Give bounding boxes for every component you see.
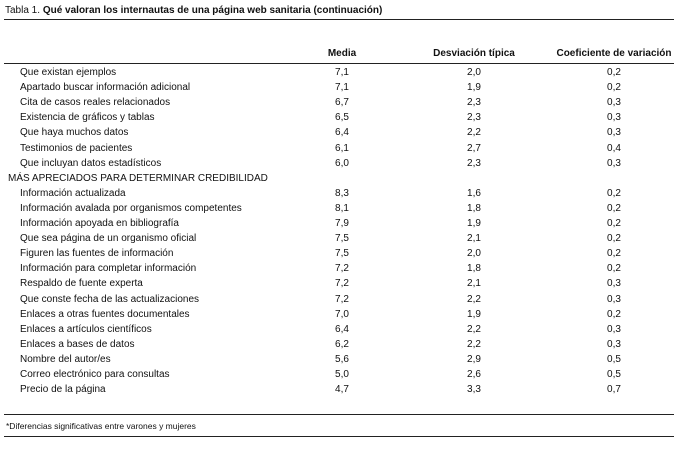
cell-value: 0,5 xyxy=(607,353,621,365)
row-label: Enlaces a otras fuentes documentales xyxy=(20,308,190,320)
cell-value: 0,3 xyxy=(607,323,621,335)
cell-value: 0,7 xyxy=(607,384,621,396)
cell-value: 8,3 xyxy=(335,187,349,199)
row-label: Información para completar información xyxy=(20,263,197,275)
cell-value: 0,3 xyxy=(607,338,621,350)
row-label: Existencia de gráficos y tablas xyxy=(20,112,155,124)
cell-value: 1,9 xyxy=(467,218,481,229)
bottom-rule xyxy=(4,414,674,415)
cell-value: 7,0 xyxy=(335,308,349,320)
cell-value: 0,2 xyxy=(607,233,621,245)
cell-value: 7,2 xyxy=(335,293,349,305)
cell-value: 1,9 xyxy=(467,82,481,94)
cell-value: 2,6 xyxy=(467,369,481,380)
cell-value: 1,8 xyxy=(467,263,481,275)
footnote: *Diferencias significativas entre varone… xyxy=(6,421,196,431)
section-heading: MÁS APRECIADOS PARA DETERMINAR CREDIBILI… xyxy=(8,172,268,184)
cell-value: 7,9 xyxy=(335,218,349,229)
cell-value: 2,1 xyxy=(467,278,481,290)
cell-value: 2,3 xyxy=(467,97,481,109)
cell-value: 2,2 xyxy=(467,127,481,139)
row-label: Que conste fecha de las actualizaciones xyxy=(20,293,199,305)
column-header: Coeficiente de variación xyxy=(556,48,672,59)
cell-value: 6,5 xyxy=(335,112,349,124)
row-label: Información avalada por organismos compe… xyxy=(20,202,242,214)
cell-value: 2,1 xyxy=(467,233,481,245)
cell-value: 0,3 xyxy=(607,112,621,124)
row-label: Respaldo de fuente experta xyxy=(20,278,143,290)
row-label: Que incluyan datos estadísticos xyxy=(20,157,162,169)
cell-value: 7,2 xyxy=(335,278,349,290)
cell-value: 2,7 xyxy=(467,142,481,154)
cell-value: 8,1 xyxy=(335,202,349,214)
cell-value: 0,2 xyxy=(607,187,621,199)
cell-value: 0,2 xyxy=(607,202,621,214)
cell-value: 7,5 xyxy=(335,233,349,245)
column-header: Media xyxy=(327,48,357,59)
cell-value: 3,3 xyxy=(467,384,481,396)
cell-value: 4,7 xyxy=(335,384,349,396)
row-label: Que sea página de un organismo oficial xyxy=(20,233,197,245)
footnote-rule xyxy=(4,436,674,437)
row-label: Información actualizada xyxy=(20,187,126,199)
cell-value: 0,4 xyxy=(607,142,621,154)
cell-value: 0,3 xyxy=(607,127,621,139)
cell-value: 7,1 xyxy=(335,82,349,94)
row-label: Que existan ejemplos xyxy=(20,67,117,78)
table-caption: Qué valoran los internautas de una págin… xyxy=(42,5,383,16)
row-label: Nombre del autor/es xyxy=(20,353,111,365)
cell-value: 0,5 xyxy=(607,369,621,380)
cell-value: 0,3 xyxy=(607,278,621,290)
cell-value: 2,3 xyxy=(467,157,481,169)
cell-value: 7,5 xyxy=(335,248,349,260)
row-label: Que haya muchos datos xyxy=(20,127,129,139)
cell-value: 2,0 xyxy=(467,248,481,260)
cell-value: 0,2 xyxy=(607,248,621,260)
cell-value: 6,0 xyxy=(335,157,349,169)
cell-value: 6,1 xyxy=(335,142,349,154)
cell-value: 0,2 xyxy=(607,218,621,229)
row-label: Precio de la página xyxy=(20,384,106,396)
row-label: Información apoyada en bibliografía xyxy=(20,218,179,229)
cell-value: 2,3 xyxy=(467,112,481,124)
cell-value: 0,2 xyxy=(607,263,621,275)
row-label: Apartado buscar información adicional xyxy=(20,82,191,94)
cell-value: 2,0 xyxy=(467,67,481,78)
cell-value: 6,4 xyxy=(335,127,349,139)
cell-value: 5,6 xyxy=(335,353,349,365)
row-label: Enlaces a bases de datos xyxy=(20,338,135,350)
cell-value: 0,3 xyxy=(607,293,621,305)
cell-value: 2,9 xyxy=(467,353,481,365)
cell-value: 6,7 xyxy=(335,97,349,109)
header-rule xyxy=(4,63,674,64)
cell-value: 7,1 xyxy=(335,67,349,78)
table-number: Tabla 1. xyxy=(5,5,41,16)
cell-value: 1,9 xyxy=(467,308,481,320)
cell-value: 1,6 xyxy=(467,187,481,199)
cell-value: 2,2 xyxy=(467,293,481,305)
column-header: Desviación típica xyxy=(433,48,515,59)
row-label: Correo electrónico para consultas xyxy=(20,369,170,380)
cell-value: 0,2 xyxy=(607,67,621,78)
cell-value: 1,8 xyxy=(467,202,481,214)
row-label: Enlaces a artículos científicos xyxy=(20,323,152,335)
cell-value: 7,2 xyxy=(335,263,349,275)
table-title: Tabla 1. Qué valoran los internautas de … xyxy=(5,5,382,17)
cell-value: 0,3 xyxy=(607,97,621,109)
row-label: Testimonios de pacientes xyxy=(20,142,133,154)
cell-value: 6,4 xyxy=(335,323,349,335)
cell-value: 0,2 xyxy=(607,308,621,320)
cell-value: 0,3 xyxy=(607,157,621,169)
top-rule xyxy=(4,19,674,20)
row-label: Cita de casos reales relacionados xyxy=(20,97,171,109)
row-label: Figuren las fuentes de información xyxy=(20,248,174,260)
cell-value: 2,2 xyxy=(467,323,481,335)
cell-value: 0,2 xyxy=(607,82,621,94)
cell-value: 5,0 xyxy=(335,369,349,380)
cell-value: 6,2 xyxy=(335,338,349,350)
cell-value: 2,2 xyxy=(467,338,481,350)
